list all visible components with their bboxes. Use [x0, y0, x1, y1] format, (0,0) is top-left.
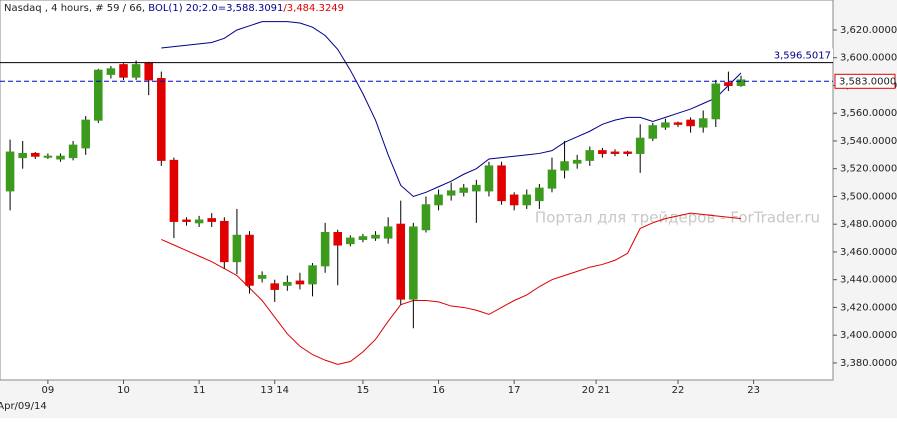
candle-body [673, 122, 683, 125]
candle-body [81, 119, 90, 149]
indicator-lower: /3,484.3249 [283, 3, 344, 14]
y-tick-label: 3,560.0000 [840, 108, 897, 119]
candle-body [572, 159, 582, 164]
y-tick-label: 3,480.0000 [840, 219, 897, 230]
candle-body [18, 152, 27, 159]
candle-body [648, 125, 658, 139]
candle-body [346, 237, 355, 245]
x-tick-label: 13 14 [260, 385, 289, 396]
candle-body [182, 219, 191, 222]
candle-body [5, 151, 15, 192]
candle-body [232, 234, 242, 263]
y-tick-label: 3,600.0000 [840, 53, 897, 64]
candle-body [585, 150, 595, 161]
chart-title: Nasdaq , 4 hours, # 59 / 66, BOL(1) 20;2… [4, 3, 344, 14]
candle-body [245, 234, 254, 286]
candle-body [736, 79, 746, 86]
candle-body [371, 234, 380, 239]
candle-body [295, 280, 305, 285]
candle-body [661, 122, 670, 128]
watermark: Портал для трейдеров - ForTrader.ru [535, 209, 820, 227]
price-label: 3,583.0000 [839, 76, 896, 87]
candle-body [535, 187, 544, 202]
candle-body [333, 232, 343, 246]
x-tick-label: 09 [42, 385, 55, 396]
candle-body [434, 194, 443, 206]
candle-body [157, 78, 166, 161]
y-tick-label: 3,460.0000 [840, 247, 897, 258]
y-tick-label: 3,620.0000 [840, 25, 897, 36]
price-label: 3,596.5017 [774, 51, 831, 62]
candle-body [270, 283, 280, 290]
candle-body [144, 62, 153, 81]
y-tick-label: 3,440.0000 [840, 275, 897, 286]
x-tick-label: 16 [432, 385, 445, 396]
candle-body [383, 226, 393, 239]
y-tick-label: 3,500.0000 [840, 191, 897, 202]
bollinger-lower [161, 212, 742, 365]
x-tick-label: 15 [357, 385, 370, 396]
candle-body [522, 194, 532, 206]
y-tick-label: 3,520.0000 [840, 164, 897, 175]
candle-body [56, 155, 65, 160]
candle-body [446, 190, 456, 196]
candle-body [396, 223, 406, 300]
x-tick-label: 23 [747, 385, 760, 396]
candle-body [484, 165, 494, 192]
candle-body [686, 119, 695, 127]
candle-body [698, 118, 708, 128]
candle-body [598, 150, 607, 154]
x-tick-label: 22 [672, 385, 685, 396]
candle-body [497, 165, 506, 202]
candle-body [169, 159, 179, 222]
date-label: Apr/09/14 [0, 401, 47, 412]
y-tick-label: 3,420.0000 [840, 302, 897, 313]
candle-body [119, 64, 128, 78]
candle-body [43, 155, 53, 158]
bollinger-upper [161, 21, 742, 198]
y-tick-label: 3,380.0000 [840, 358, 897, 369]
candle-body [635, 137, 645, 154]
candle-body [711, 83, 721, 120]
candle-body [610, 151, 620, 154]
y-tick-label: 3,400.0000 [840, 330, 897, 341]
y-tick-label: 3,540.0000 [840, 136, 897, 147]
candle-body [257, 275, 267, 279]
price-label-box [834, 73, 896, 89]
candle-body [31, 152, 40, 157]
candle-body [560, 161, 569, 171]
candle-body [509, 194, 519, 206]
candle-body [194, 219, 204, 224]
candle-body [358, 236, 368, 240]
price-label-box [773, 48, 833, 62]
title: Nasdaq , 4 hours, # 59 / 66, [4, 3, 148, 14]
x-tick-label: 11 [193, 385, 206, 396]
candle-body [283, 281, 292, 286]
candle-body [623, 151, 632, 154]
plot-area [0, 0, 834, 381]
candle-body [131, 64, 141, 78]
candle-body [421, 204, 431, 231]
candle-body [320, 232, 330, 267]
candle-body [220, 220, 229, 263]
x-tick-label: 10 [117, 385, 130, 396]
candle-body [94, 69, 103, 121]
candle-body [472, 184, 481, 192]
candle-body [207, 218, 216, 222]
candle-body [308, 265, 317, 285]
indicator-upper: BOL(1) 20;2.0=3,588.3091 [148, 3, 283, 14]
candle-body [106, 68, 116, 75]
x-tick-label: 17 [508, 385, 521, 396]
candle-body [547, 169, 557, 189]
candle-body [459, 187, 469, 193]
candle-body [409, 226, 418, 300]
candle-body [724, 82, 733, 86]
x-tick-label: 20 21 [582, 385, 611, 396]
candle-body [68, 144, 78, 159]
